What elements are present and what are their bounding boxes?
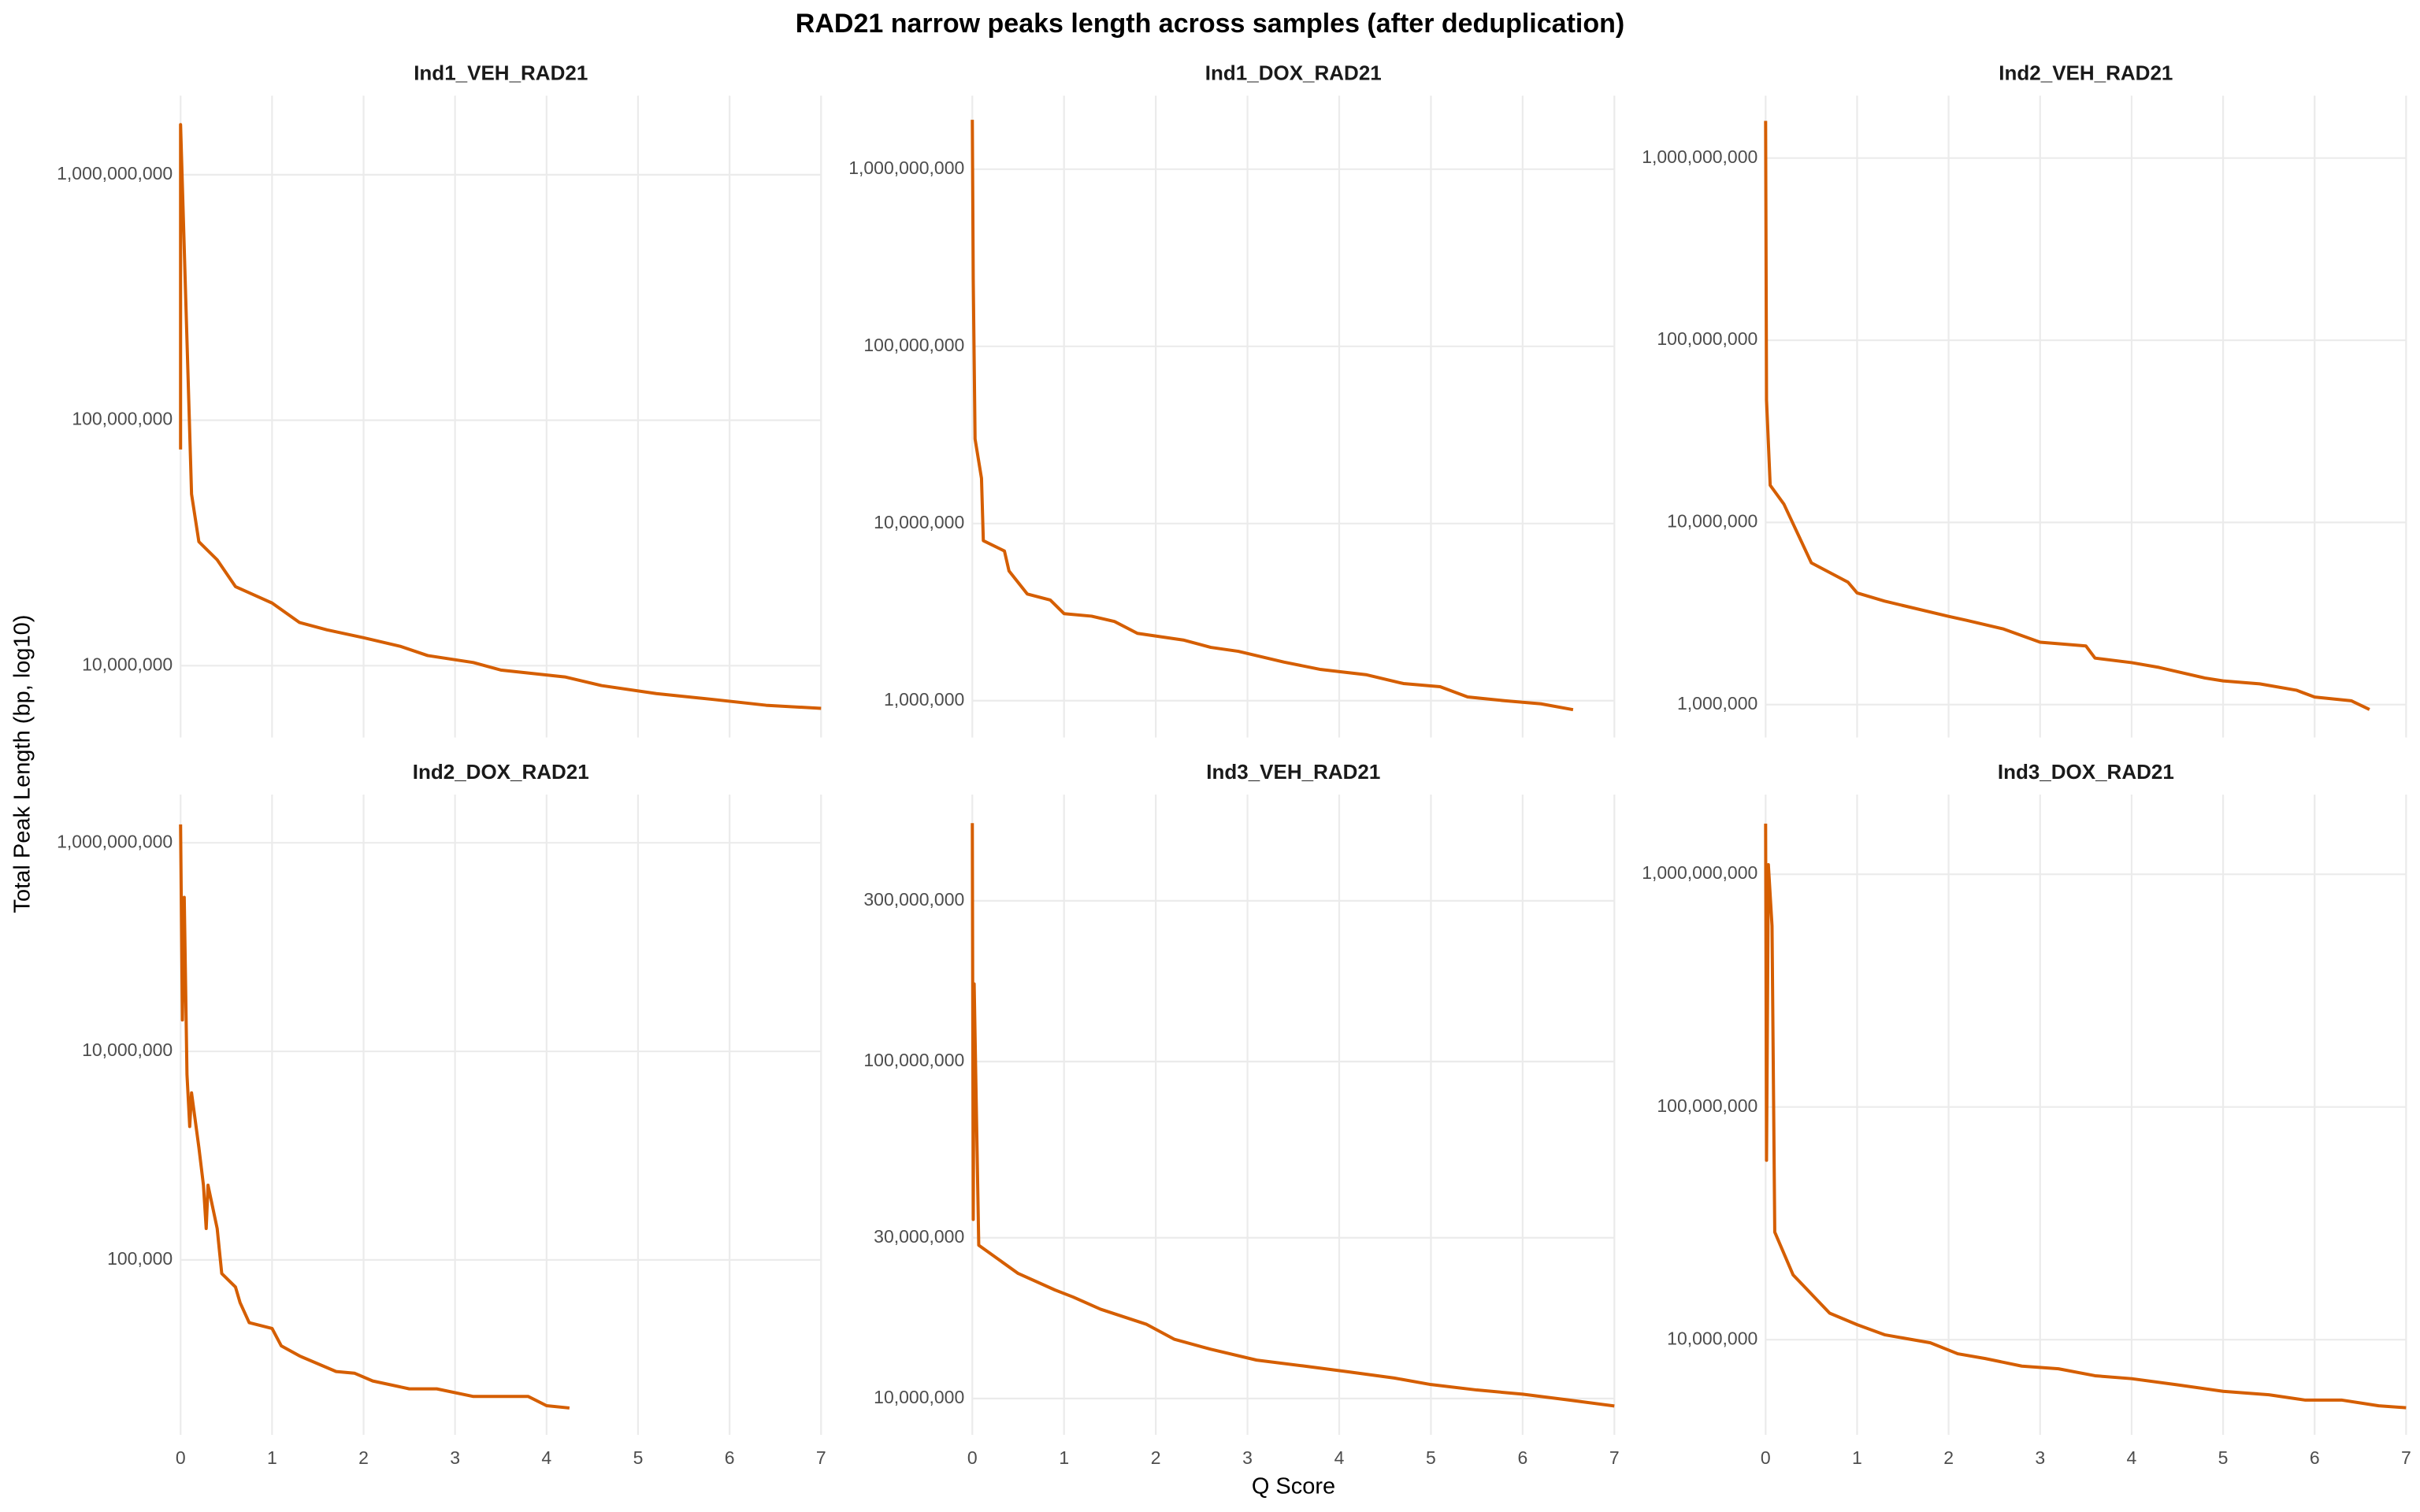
y-tick-label: 1,000,000 [884,689,964,710]
panel-title: Ind3_DOX_RAD21 [1998,760,2174,784]
x-tick-label: 4 [2127,1447,2137,1468]
x-tick-label: 0 [967,1447,978,1468]
y-tick-label: 100,000,000 [863,335,964,355]
x-tick-label: 2 [1151,1447,1161,1468]
panel-title: Ind2_DOX_RAD21 [413,760,589,784]
x-tick-label: 3 [450,1447,460,1468]
y-tick-label: 10,000,000 [1667,1328,1757,1348]
y-axis-label: Total Peak Length (bp, log10) [10,615,35,914]
y-tick-label: 1,000,000 [1677,693,1757,713]
y-tick-label: 30,000,000 [874,1226,964,1247]
y-tick-label: 100,000,000 [1657,328,1757,349]
x-tick-label: 7 [1609,1447,1620,1468]
x-tick-label: 4 [1334,1447,1345,1468]
x-tick-label: 2 [358,1447,369,1468]
y-tick-label: 300,000,000 [863,889,964,910]
x-tick-label: 1 [1852,1447,1862,1468]
y-tick-label: 1,000,000,000 [1642,146,1757,167]
y-tick-label: 10,000,000 [874,1387,964,1407]
y-tick-label: 10,000,000 [1667,510,1757,531]
panel-title: Ind1_DOX_RAD21 [1205,61,1382,84]
x-axis-label: Q Score [1252,1474,1335,1499]
x-tick-label: 2 [1943,1447,1954,1468]
x-tick-label: 0 [1761,1447,1771,1468]
y-tick-label: 1,000,000,000 [1642,862,1757,883]
x-tick-label: 0 [176,1447,186,1468]
y-tick-label: 1,000,000,000 [848,158,964,178]
x-tick-label: 1 [1059,1447,1069,1468]
panel-title: Ind1_VEH_RAD21 [414,61,588,84]
x-tick-label: 5 [1426,1447,1436,1468]
data-line [179,824,570,1410]
chart-title: RAD21 narrow peaks length across samples… [796,9,1624,39]
x-tick-label: 3 [2035,1447,2045,1468]
data-line [971,120,1574,712]
y-tick-label: 1,000,000,000 [57,163,173,183]
x-tick-label: 6 [725,1447,735,1468]
panel-title: Ind3_VEH_RAD21 [1206,760,1380,784]
data-line [971,823,1615,1408]
panel-title: Ind2_VEH_RAD21 [1999,61,2173,84]
y-tick-label: 1,000,000,000 [57,831,173,851]
x-tick-label: 3 [1242,1447,1253,1468]
data-line [179,123,822,710]
x-tick-label: 4 [541,1447,551,1468]
x-tick-label: 7 [2401,1447,2411,1468]
x-tick-label: 5 [2218,1447,2229,1468]
x-tick-label: 1 [267,1447,277,1468]
y-tick-label: 10,000,000 [82,654,173,674]
y-tick-label: 100,000,000 [863,1050,964,1070]
x-tick-label: 5 [633,1447,644,1468]
data-line [1764,823,2407,1410]
y-tick-label: 10,000,000 [82,1040,173,1060]
y-tick-label: 10,000,000 [874,512,964,532]
y-tick-label: 100,000,000 [1657,1095,1757,1116]
x-tick-label: 6 [1517,1447,1527,1468]
y-tick-label: 100,000,000 [72,409,173,429]
x-tick-label: 6 [2310,1447,2320,1468]
data-line [1764,120,2370,711]
y-tick-label: 100,000 [107,1248,173,1269]
x-tick-label: 7 [816,1447,826,1468]
